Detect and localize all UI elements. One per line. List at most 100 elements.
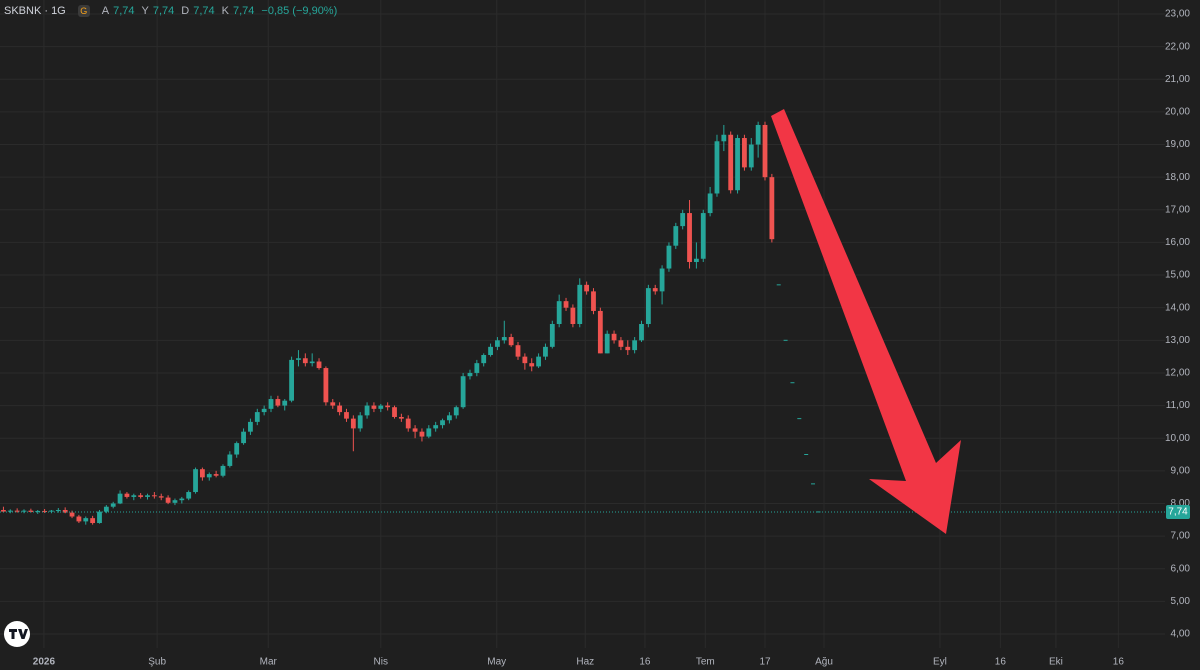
candle-body	[302, 358, 308, 364]
candle-body	[254, 412, 260, 422]
candle-body	[1, 509, 6, 512]
trend-arrow	[771, 109, 961, 534]
candle-body	[652, 288, 658, 292]
x-tick-label: May	[487, 657, 506, 668]
candle-body	[453, 407, 459, 416]
candle-body	[584, 284, 590, 292]
candle-body	[364, 405, 370, 416]
candle-body	[728, 134, 734, 191]
candle-body	[179, 498, 185, 501]
candle-body	[398, 416, 404, 419]
candle-body	[42, 510, 47, 512]
candle-body	[234, 443, 240, 455]
candle-body	[515, 345, 521, 357]
candle-body	[220, 465, 226, 476]
candle-body	[28, 510, 34, 512]
candle-body	[69, 512, 75, 517]
y-tick-label: 10,00	[1165, 433, 1190, 444]
candle-body	[591, 291, 596, 311]
candle-body	[645, 288, 651, 324]
y-tick-label: 11,00	[1166, 400, 1191, 411]
candle-body	[227, 454, 233, 466]
candle-body	[378, 405, 384, 409]
y-tick-label: 5,00	[1171, 596, 1191, 607]
y-tick-label: 12,00	[1165, 368, 1190, 379]
candle-body	[330, 402, 336, 406]
x-tick-label: 17	[759, 657, 771, 668]
x-tick-label: Ağu	[815, 657, 833, 668]
candle-body	[21, 510, 27, 512]
candle-body	[680, 213, 686, 227]
ohlc-value: 7,74	[233, 5, 255, 17]
candle-body	[460, 376, 466, 408]
candle-body	[474, 363, 480, 373]
candle-body	[158, 496, 164, 498]
candle-body	[570, 307, 576, 324]
candle-body	[687, 213, 692, 263]
candle-body	[536, 356, 541, 367]
y-tick-label: 22,00	[1165, 41, 1190, 52]
candle-body	[659, 268, 665, 292]
ohlc-value: 7,74	[193, 5, 215, 17]
candle-body	[165, 497, 171, 503]
y-tick-label: 18,00	[1165, 172, 1190, 183]
candle-body	[735, 138, 740, 191]
candle-body	[549, 324, 555, 347]
candle-body	[755, 124, 761, 145]
candle-body	[138, 495, 144, 497]
candle-body	[103, 506, 109, 512]
ohlc-label: Y	[141, 5, 149, 17]
ohlc-label: A	[101, 5, 110, 17]
last-price-label: 7,74	[1168, 507, 1188, 518]
y-tick-label: 4,00	[1171, 629, 1191, 640]
candle-body	[371, 405, 377, 409]
candle-body	[151, 495, 157, 497]
ohlc-label: K	[221, 5, 229, 17]
candle-body	[275, 399, 281, 406]
candle-body	[110, 503, 116, 507]
candle-body	[213, 474, 219, 476]
candle-body	[261, 408, 267, 413]
x-tick-label: Mar	[260, 657, 278, 668]
candle-body	[55, 509, 61, 511]
candle-body	[296, 358, 301, 360]
candle-body	[344, 412, 349, 419]
y-tick-label: 17,00	[1165, 204, 1190, 215]
candle-body	[412, 428, 418, 432]
candle-body	[316, 361, 322, 369]
x-tick-label: Tem	[696, 657, 715, 668]
tv-logo	[4, 621, 30, 647]
x-tick-label: 16	[639, 657, 651, 668]
y-tick-label: 21,00	[1165, 74, 1190, 85]
candle-body	[350, 418, 356, 429]
grid	[0, 0, 1165, 648]
candle-body	[90, 518, 96, 524]
x-tick-label: Eki	[1049, 657, 1063, 668]
candle-body	[433, 425, 439, 429]
exchange-badge: G	[77, 5, 90, 17]
candle-body	[467, 372, 473, 377]
y-tick-label: 20,00	[1165, 107, 1190, 118]
x-tick-label: Haz	[576, 657, 594, 668]
x-tick-label: 16	[995, 657, 1007, 668]
candle-body	[762, 124, 768, 178]
y-tick-label: 14,00	[1165, 302, 1190, 313]
ohlc-value: 7,74	[152, 5, 175, 17]
candle-body	[35, 510, 41, 512]
candle-body	[440, 420, 445, 426]
candle-body	[714, 141, 720, 194]
candle-body	[721, 134, 727, 142]
candle-body	[7, 510, 13, 512]
x-tick-label: 2026	[33, 657, 56, 668]
y-tick-label: 9,00	[1171, 465, 1191, 476]
last-price-box	[1166, 504, 1190, 519]
candle-body	[172, 500, 178, 503]
candle-body	[49, 510, 54, 512]
candle-body	[62, 509, 68, 513]
candle-body	[611, 333, 617, 341]
candle-body	[76, 516, 82, 522]
y-tick-label: 13,00	[1165, 335, 1190, 346]
candle-body	[707, 193, 713, 214]
y-tick-label: 19,00	[1165, 139, 1190, 150]
